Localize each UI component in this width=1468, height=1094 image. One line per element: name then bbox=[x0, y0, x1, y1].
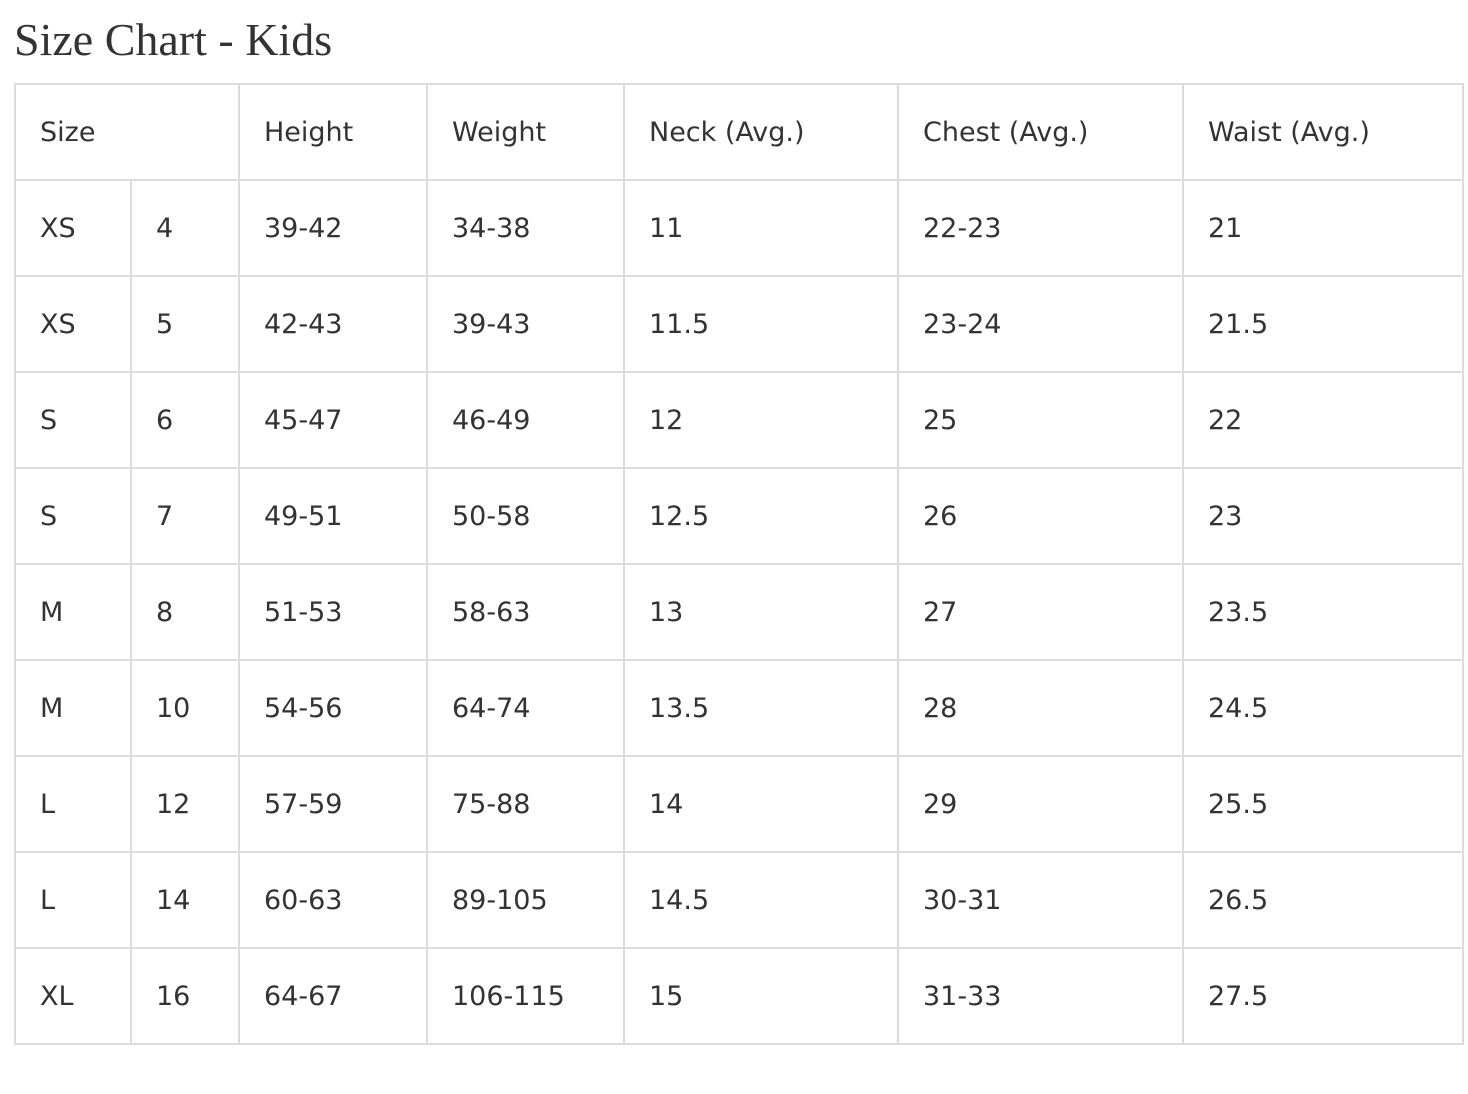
header-cell: Chest (Avg.) bbox=[897, 83, 1184, 181]
table-cell: 39-42 bbox=[238, 179, 428, 277]
header-cell: Neck (Avg.) bbox=[623, 83, 899, 181]
table-row: M 8 51-53 58-63 13 27 23.5 bbox=[14, 563, 1464, 661]
table-cell: 13 bbox=[623, 563, 899, 661]
table-row: S 6 45-47 46-49 12 25 22 bbox=[14, 371, 1464, 469]
table-cell: 89-105 bbox=[426, 851, 625, 949]
table-cell: 106-115 bbox=[426, 947, 625, 1045]
table-cell: 23.5 bbox=[1182, 563, 1464, 661]
table-cell: 34-38 bbox=[426, 179, 625, 277]
table-cell: 46-49 bbox=[426, 371, 625, 469]
table-cell: 64-67 bbox=[238, 947, 428, 1045]
table-cell: 14 bbox=[623, 755, 899, 853]
table-cell: 8 bbox=[130, 563, 240, 661]
table-cell: 29 bbox=[897, 755, 1184, 853]
table-cell: 11.5 bbox=[623, 275, 899, 373]
table-cell: 31-33 bbox=[897, 947, 1184, 1045]
table-cell: 27 bbox=[897, 563, 1184, 661]
header-cell: Height bbox=[238, 83, 428, 181]
size-table: Size Height Weight Neck (Avg.) Chest (Avg.) W… bbox=[14, 83, 1464, 1045]
table-cell: 7 bbox=[130, 467, 240, 565]
table-cell: 5 bbox=[130, 275, 240, 373]
table-cell: 51-53 bbox=[238, 563, 428, 661]
table-cell: 50-58 bbox=[426, 467, 625, 565]
table-cell: 14.5 bbox=[623, 851, 899, 949]
table-cell: 57-59 bbox=[238, 755, 428, 853]
table-cell: 21.5 bbox=[1182, 275, 1464, 373]
table-cell: XL bbox=[14, 947, 132, 1045]
table-cell: 28 bbox=[897, 659, 1184, 757]
table-row: XS 4 39-42 34-38 11 22-23 21 bbox=[14, 179, 1464, 277]
table-cell: 24.5 bbox=[1182, 659, 1464, 757]
table-cell: M bbox=[14, 563, 132, 661]
table-cell: 25 bbox=[897, 371, 1184, 469]
table-cell: 6 bbox=[130, 371, 240, 469]
table-cell: 30-31 bbox=[897, 851, 1184, 949]
table-row: XL 16 64-67 106-115 15 31-33 27.5 bbox=[14, 947, 1464, 1045]
table-cell: S bbox=[14, 371, 132, 469]
table-cell: XS bbox=[14, 179, 132, 277]
table-cell: 12 bbox=[623, 371, 899, 469]
header-row: Size Height Weight Neck (Avg.) Chest (Avg.) W… bbox=[14, 83, 1464, 181]
table-cell: 27.5 bbox=[1182, 947, 1464, 1045]
table-cell: 54-56 bbox=[238, 659, 428, 757]
table-row: S 7 49-51 50-58 12.5 26 23 bbox=[14, 467, 1464, 565]
table-cell: 4 bbox=[130, 179, 240, 277]
table-cell: XS bbox=[14, 275, 132, 373]
table-cell: 49-51 bbox=[238, 467, 428, 565]
table-cell: 12.5 bbox=[623, 467, 899, 565]
table-cell: L bbox=[14, 755, 132, 853]
table-cell: 75-88 bbox=[426, 755, 625, 853]
table-cell: 16 bbox=[130, 947, 240, 1045]
page-title: Size Chart - Kids bbox=[14, 14, 333, 65]
table-cell: 60-63 bbox=[238, 851, 428, 949]
table-row: XS 5 42-43 39-43 11.5 23-24 21.5 bbox=[14, 275, 1464, 373]
table-cell: 10 bbox=[130, 659, 240, 757]
table-cell: 22 bbox=[1182, 371, 1464, 469]
table-cell: 14 bbox=[130, 851, 240, 949]
table-cell: 42-43 bbox=[238, 275, 428, 373]
header-cell: Weight bbox=[426, 83, 625, 181]
table-cell: 25.5 bbox=[1182, 755, 1464, 853]
table-cell: 23 bbox=[1182, 467, 1464, 565]
header-cell: Size bbox=[14, 83, 240, 181]
table-cell: L bbox=[14, 851, 132, 949]
table-row: L 14 60-63 89-105 14.5 30-31 26.5 bbox=[14, 851, 1464, 949]
table-cell: 26 bbox=[897, 467, 1184, 565]
table-cell: 64-74 bbox=[426, 659, 625, 757]
table-cell: 23-24 bbox=[897, 275, 1184, 373]
table-cell: 39-43 bbox=[426, 275, 625, 373]
table-cell: 45-47 bbox=[238, 371, 428, 469]
table-cell: 15 bbox=[623, 947, 899, 1045]
table-cell: 22-23 bbox=[897, 179, 1184, 277]
table-cell: 58-63 bbox=[426, 563, 625, 661]
table-cell: 13.5 bbox=[623, 659, 899, 757]
table-cell: 11 bbox=[623, 179, 899, 277]
table-cell: 26.5 bbox=[1182, 851, 1464, 949]
table-cell: S bbox=[14, 467, 132, 565]
table-cell: M bbox=[14, 659, 132, 757]
table-cell: 12 bbox=[130, 755, 240, 853]
table-cell: 21 bbox=[1182, 179, 1464, 277]
header-cell: Waist (Avg.) bbox=[1182, 83, 1464, 181]
table-row: M 10 54-56 64-74 13.5 28 24.5 bbox=[14, 659, 1464, 757]
table-row: L 12 57-59 75-88 14 29 25.5 bbox=[14, 755, 1464, 853]
